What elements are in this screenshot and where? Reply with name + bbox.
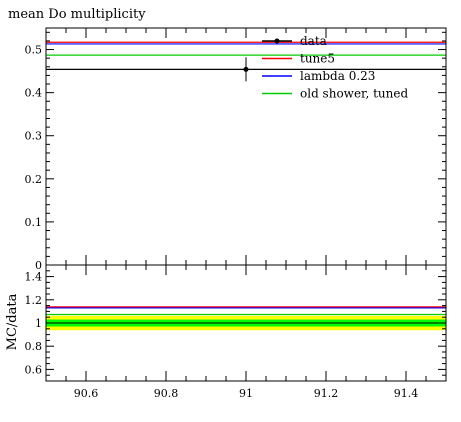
legend-label: old shower, tuned: [300, 87, 408, 101]
ratio-plot-area: [46, 306, 446, 331]
ratio-y-tick-label: 1: [35, 317, 42, 330]
ratio-y-axis: 0.6 0.8 1 1.2 1.4: [25, 270, 446, 376]
main-y-tick-label: 0.1: [25, 216, 43, 229]
main-panel: 0 0.1 0.2 0.3 0.4 0.5 data tune5 lambda 0.23 old…: [25, 27, 447, 272]
ratio-ylabel: MC/data: [5, 293, 20, 350]
main-y-axis: 0 0.1 0.2 0.3 0.4 0.5: [25, 31, 446, 272]
main-y-tick-label: 0.2: [25, 173, 43, 186]
main-y-tick-label: 0.5: [25, 44, 43, 57]
main-plot-area: [46, 41, 446, 82]
x-tick-label: 91.4: [394, 387, 419, 400]
legend-label: tune5: [300, 52, 335, 66]
main-y-tick-label: 0: [35, 259, 42, 272]
x-tick-label: 91: [239, 387, 253, 400]
x-tick-label: 90.6: [74, 387, 99, 400]
chart-title: mean Do multiplicity: [8, 7, 146, 22]
x-tick-label: 90.8: [154, 387, 179, 400]
legend-label: data: [300, 34, 327, 48]
legend: data tune5 lambda 0.23 old shower, tuned: [262, 34, 408, 101]
ratio-y-tick-label: 1.4: [25, 271, 43, 284]
data-point: [243, 66, 249, 72]
ratio-y-tick-label: 0.8: [25, 340, 43, 353]
ratio-y-tick-label: 1.2: [25, 294, 43, 307]
legend-marker: [274, 38, 280, 44]
main-x-ticks: [45, 28, 447, 265]
main-y-tick-label: 0.3: [25, 130, 43, 143]
x-tick-label: 91.2: [314, 387, 339, 400]
main-y-tick-label: 0.4: [25, 87, 43, 100]
x-axis: 90.6 90.8 91 91.2 91.4: [45, 265, 447, 400]
legend-label: lambda 0.23: [300, 69, 375, 83]
ratio-y-tick-label: 0.6: [25, 363, 43, 376]
ratio-panel: 0.6 0.8 1 1.2 1.4 90.6 90.8 91 91.2 91.4 MC/data: [5, 264, 447, 400]
